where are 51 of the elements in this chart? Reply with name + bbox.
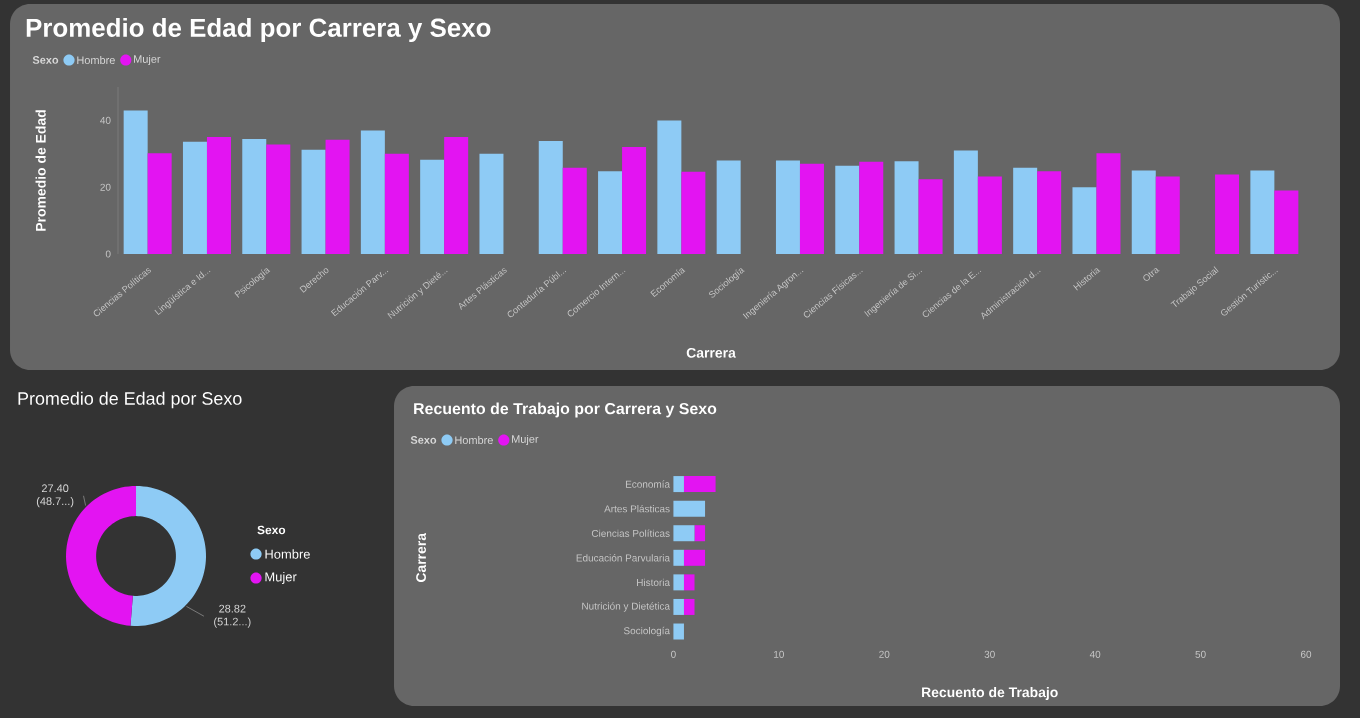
bar — [479, 153, 504, 254]
bar — [242, 139, 267, 254]
bar — [420, 159, 445, 254]
chart-title: Promedio de Edad por Sexo — [18, 391, 242, 409]
bar — [894, 161, 919, 254]
bar — [681, 171, 706, 254]
bar — [673, 500, 706, 517]
bar — [360, 130, 385, 254]
bar — [206, 137, 231, 254]
bar — [673, 525, 695, 542]
bar — [799, 163, 824, 254]
bar — [673, 476, 684, 493]
bar — [673, 623, 684, 640]
bar — [918, 179, 943, 254]
bar — [683, 574, 695, 591]
bar — [673, 549, 684, 566]
bar — [775, 160, 800, 254]
bar — [562, 167, 587, 254]
bar — [977, 176, 1002, 254]
bar — [673, 598, 684, 615]
bar — [683, 598, 695, 615]
bar — [673, 574, 684, 591]
bar — [325, 139, 350, 254]
bar — [657, 120, 682, 254]
chart-title: Promedio de Edad por Carrera y Sexo — [26, 17, 491, 43]
bar — [1250, 170, 1275, 254]
bar — [1037, 171, 1062, 254]
bar — [1013, 167, 1038, 254]
bar — [716, 160, 741, 254]
bar — [1155, 176, 1180, 254]
bar — [444, 137, 469, 254]
bar — [1072, 187, 1097, 254]
bar — [683, 476, 716, 493]
bar — [147, 153, 172, 254]
bar — [835, 165, 860, 254]
bar — [1131, 170, 1156, 254]
bar — [123, 110, 148, 254]
bar — [182, 141, 207, 254]
bar — [266, 144, 291, 254]
bar — [694, 525, 706, 542]
bar — [1096, 153, 1121, 254]
bar — [859, 161, 884, 254]
bar — [683, 549, 706, 566]
bar — [1274, 190, 1299, 254]
bar — [301, 149, 326, 254]
bar — [598, 171, 623, 254]
bar — [384, 153, 409, 254]
bar — [953, 150, 978, 254]
bar — [622, 147, 647, 254]
bar — [538, 141, 563, 254]
bar — [1215, 174, 1240, 254]
